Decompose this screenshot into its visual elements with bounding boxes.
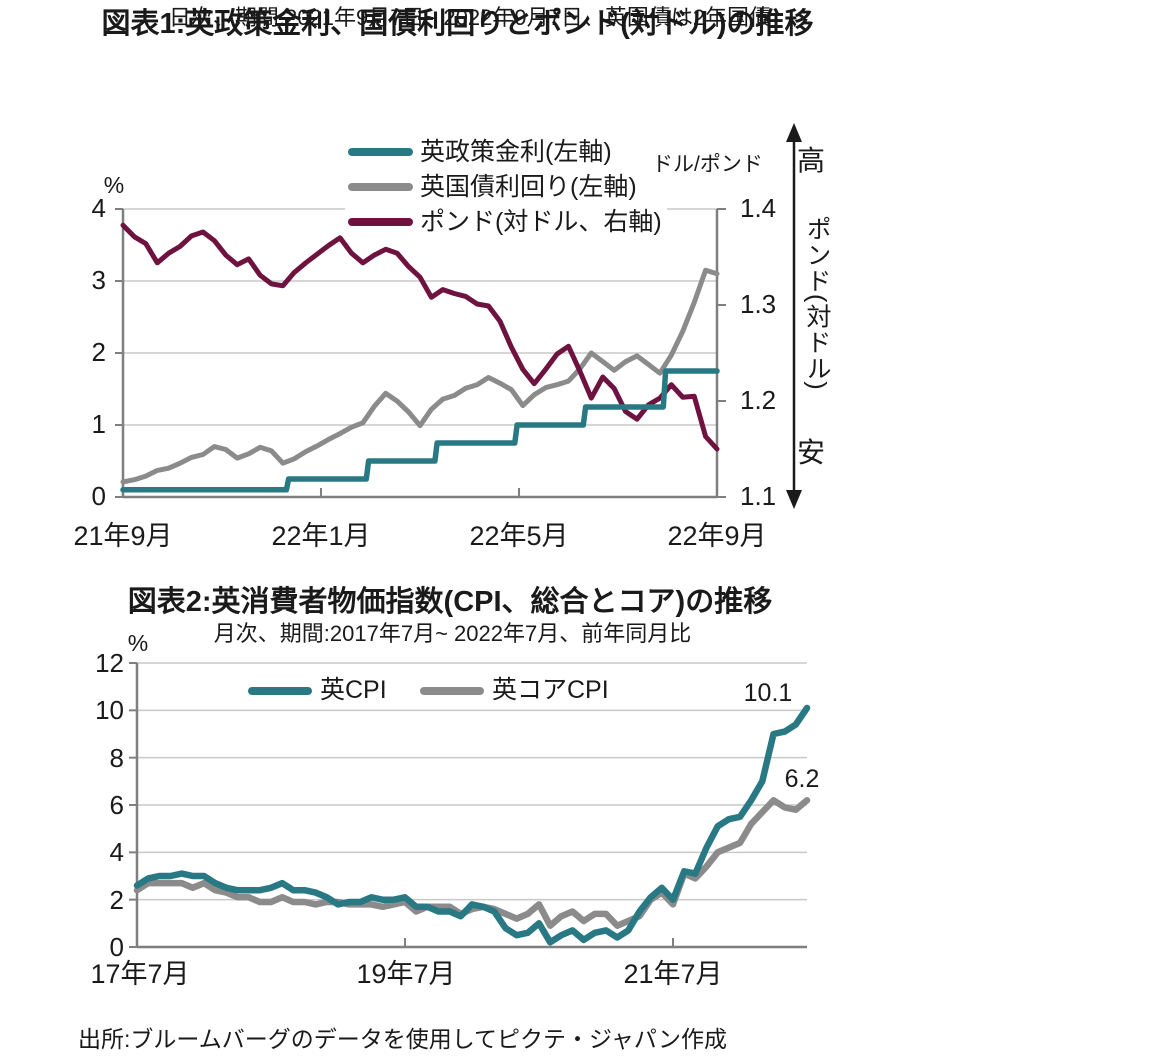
legend-swatch-policy-rate bbox=[348, 148, 413, 156]
legend-swatch-cpi bbox=[248, 687, 312, 695]
cpi-end-value-annotation: 10.1 bbox=[743, 679, 793, 707]
legend-label-cpi: 英CPI bbox=[320, 676, 387, 704]
series-line-ポンド(対ドル、右軸) bbox=[120, 222, 720, 452]
figure1-xtick-1: 22年1月 bbox=[271, 521, 371, 551]
double-arrow-icon bbox=[786, 123, 802, 509]
figure1-rtick-1-4: 1.4 bbox=[740, 193, 777, 223]
figure1-ytick-4: 4 bbox=[91, 193, 106, 223]
figure1-xtick-3: 22年9月 bbox=[667, 521, 767, 551]
figure1-xtick-0: 21年9月 bbox=[73, 521, 173, 551]
core-cpi-end-value-annotation: 6.2 bbox=[784, 765, 820, 793]
figure2-xtick-2: 21年7月 bbox=[623, 959, 723, 989]
figure1-rtick-1-2: 1.2 bbox=[740, 385, 777, 415]
legend-label-policy-rate: 英政策金利(左軸) bbox=[420, 138, 612, 166]
figure2-ytick-6: 6 bbox=[109, 790, 124, 820]
legend-label-pound: ポンド(対ドル、右軸) bbox=[420, 208, 662, 236]
legend-label-gilt-yield: 英国債利回り(左軸) bbox=[420, 173, 637, 201]
legend-label-core-cpi: 英コアCPI bbox=[492, 676, 609, 704]
figure1-ytick-3: 3 bbox=[91, 265, 106, 295]
figure1-ytick-2: 2 bbox=[91, 337, 106, 367]
figure2-plot-svg bbox=[129, 662, 811, 949]
figure1-rtick-1-3: 1.3 bbox=[740, 289, 777, 319]
figure1-xtick-2: 22年5月 bbox=[469, 521, 569, 551]
series-line-英CPI bbox=[133, 704, 811, 946]
figure2-ytick-8: 8 bbox=[109, 743, 124, 773]
series-line-英政策金利(左軸) bbox=[120, 368, 720, 493]
figure1-title: 図表1:英政策金利、国債利回りとポンド(対ドル)の推移 bbox=[101, 8, 814, 40]
figure2-ytick-10: 10 bbox=[95, 695, 124, 725]
figure1-ytick-1: 1 bbox=[91, 409, 106, 439]
legend-swatch-core-cpi bbox=[420, 687, 484, 695]
legend-swatch-pound bbox=[348, 218, 413, 226]
legend-swatch-gilt-yield bbox=[348, 183, 413, 191]
figure1-plot-svg bbox=[115, 208, 726, 499]
figure2-xtick-0: 17年7月 bbox=[90, 959, 190, 989]
figure2-ytick-4: 4 bbox=[109, 837, 124, 867]
series-line-英国債利回り(左軸) bbox=[120, 267, 720, 485]
figure2-xtick-1: 19年7月 bbox=[356, 959, 456, 989]
figure2-subtitle: 月次、期間:2017年7月~ 2022年7月、前年同月比 bbox=[213, 621, 692, 646]
figure2-title: 図表2:英消費者物価指数(CPI、総合とコア)の推移 bbox=[127, 586, 773, 618]
pound-low-label: 安 bbox=[797, 437, 826, 468]
figure1-subtitle: 日次、期間:2021年9月7日~ 2022年9月7日、英国債は2年国債 bbox=[168, 5, 772, 30]
pound-axis-vertical-label: ポンド(対ドル) bbox=[803, 216, 831, 391]
figure1-right-axis-title: ドル/ポンド bbox=[652, 153, 763, 176]
figure1-left-axis-unit: % bbox=[103, 172, 125, 198]
pound-high-label: 高 bbox=[797, 145, 826, 176]
figure2-ytick-0: 0 bbox=[109, 932, 124, 962]
figure2-ytick-2: 2 bbox=[109, 885, 124, 915]
figure2-ytick-12: 12 bbox=[95, 648, 124, 678]
figure1-ytick-0: 0 bbox=[91, 481, 106, 511]
figure1-rtick-1-1: 1.1 bbox=[740, 481, 777, 511]
figure2-left-axis-unit: % bbox=[127, 630, 149, 656]
source-note: 出所:ブルームバーグのデータを使用してピクテ・ジャパン作成 bbox=[78, 1026, 728, 1052]
